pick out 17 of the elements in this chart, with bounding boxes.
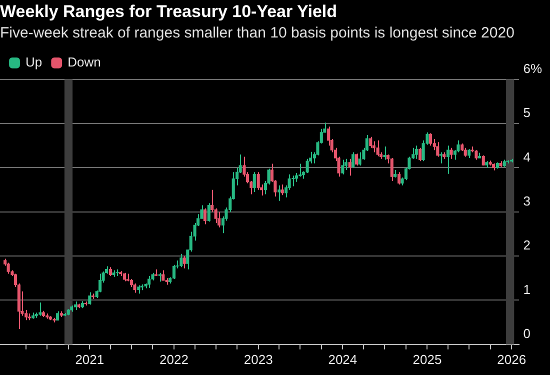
x-tick-label: 2021 (75, 352, 104, 367)
y-tick-label: 6% (523, 60, 542, 76)
y-tick-label: 4 (523, 149, 530, 164)
y-tick-label: 3 (523, 193, 530, 208)
x-tick-label: 2022 (160, 352, 188, 367)
x-tick-label: 2026 (497, 352, 526, 367)
x-tick-label: 2023 (244, 352, 273, 367)
legend-label: Up (26, 54, 42, 70)
chart-subtitle: Five-week streak of ranges smaller than 10 basis points is longest since 2020 (0, 24, 514, 42)
y-tick-label: 0 (523, 326, 530, 341)
x-tick-label: 2024 (328, 352, 358, 367)
x-tick-label: 2025 (412, 352, 442, 367)
y-tick-label: 2 (523, 238, 530, 253)
y-tick-label: 5 (523, 105, 530, 120)
chart-title: Weekly Ranges for Treasury 10-Year Yield (0, 2, 338, 21)
legend-label: Down (68, 54, 101, 70)
y-tick-label: 1 (523, 282, 530, 297)
